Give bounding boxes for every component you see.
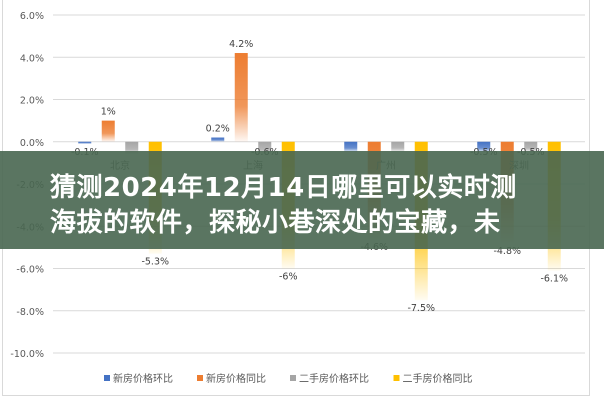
bar-1 [234,53,248,142]
y-tick-label: -6.0% [16,265,44,276]
bar-0 [477,141,491,153]
legend-swatch [393,375,400,381]
banner-line-1: 猜测2024年12月14日哪里可以实时测 [50,173,517,203]
banner-title: 猜测2024年12月14日哪里可以实时测 海拔的软件，探秘小巷深处的宝藏，未 [50,171,517,241]
title-banner: 猜测2024年12月14日哪里可以实时测 海拔的软件，探秘小巷深处的宝藏，未 [0,151,604,249]
y-tick-label: -8.0% [16,307,44,318]
data-label: -5.3% [141,257,169,268]
data-label: -6% [279,272,298,283]
bar-0 [344,141,358,153]
legend-item: 新房价格同比 [206,372,266,385]
y-tick-label: 0.0% [20,138,44,149]
y-tick-label: 4.0% [20,53,44,64]
data-label: -6.1% [540,274,568,285]
legend-swatch [290,375,296,381]
data-label: 4.2% [229,39,253,50]
legend-swatch [197,375,203,381]
data-label: -7.5% [407,303,435,314]
y-tick-label: 6.0% [20,11,44,22]
legend-item: 二手房价格同比 [403,372,473,385]
y-tick-label: -10.0% [10,349,44,360]
legend-item: 二手房价格环比 [299,372,369,385]
bar-0 [211,137,225,142]
data-label: 0.2% [206,124,230,135]
legend-swatch [104,375,110,381]
legend-item: 新房价格环比 [113,372,173,385]
bar-0 [78,141,92,144]
bar-2 [391,141,405,153]
bar-2 [524,141,538,153]
data-label: -4.8% [493,246,521,257]
data-label: 1% [101,107,116,118]
bar-1 [101,120,115,142]
y-tick-label: 2.0% [20,96,44,107]
banner-line-2: 海拔的软件，探秘小巷深处的宝藏，未 [50,208,501,238]
